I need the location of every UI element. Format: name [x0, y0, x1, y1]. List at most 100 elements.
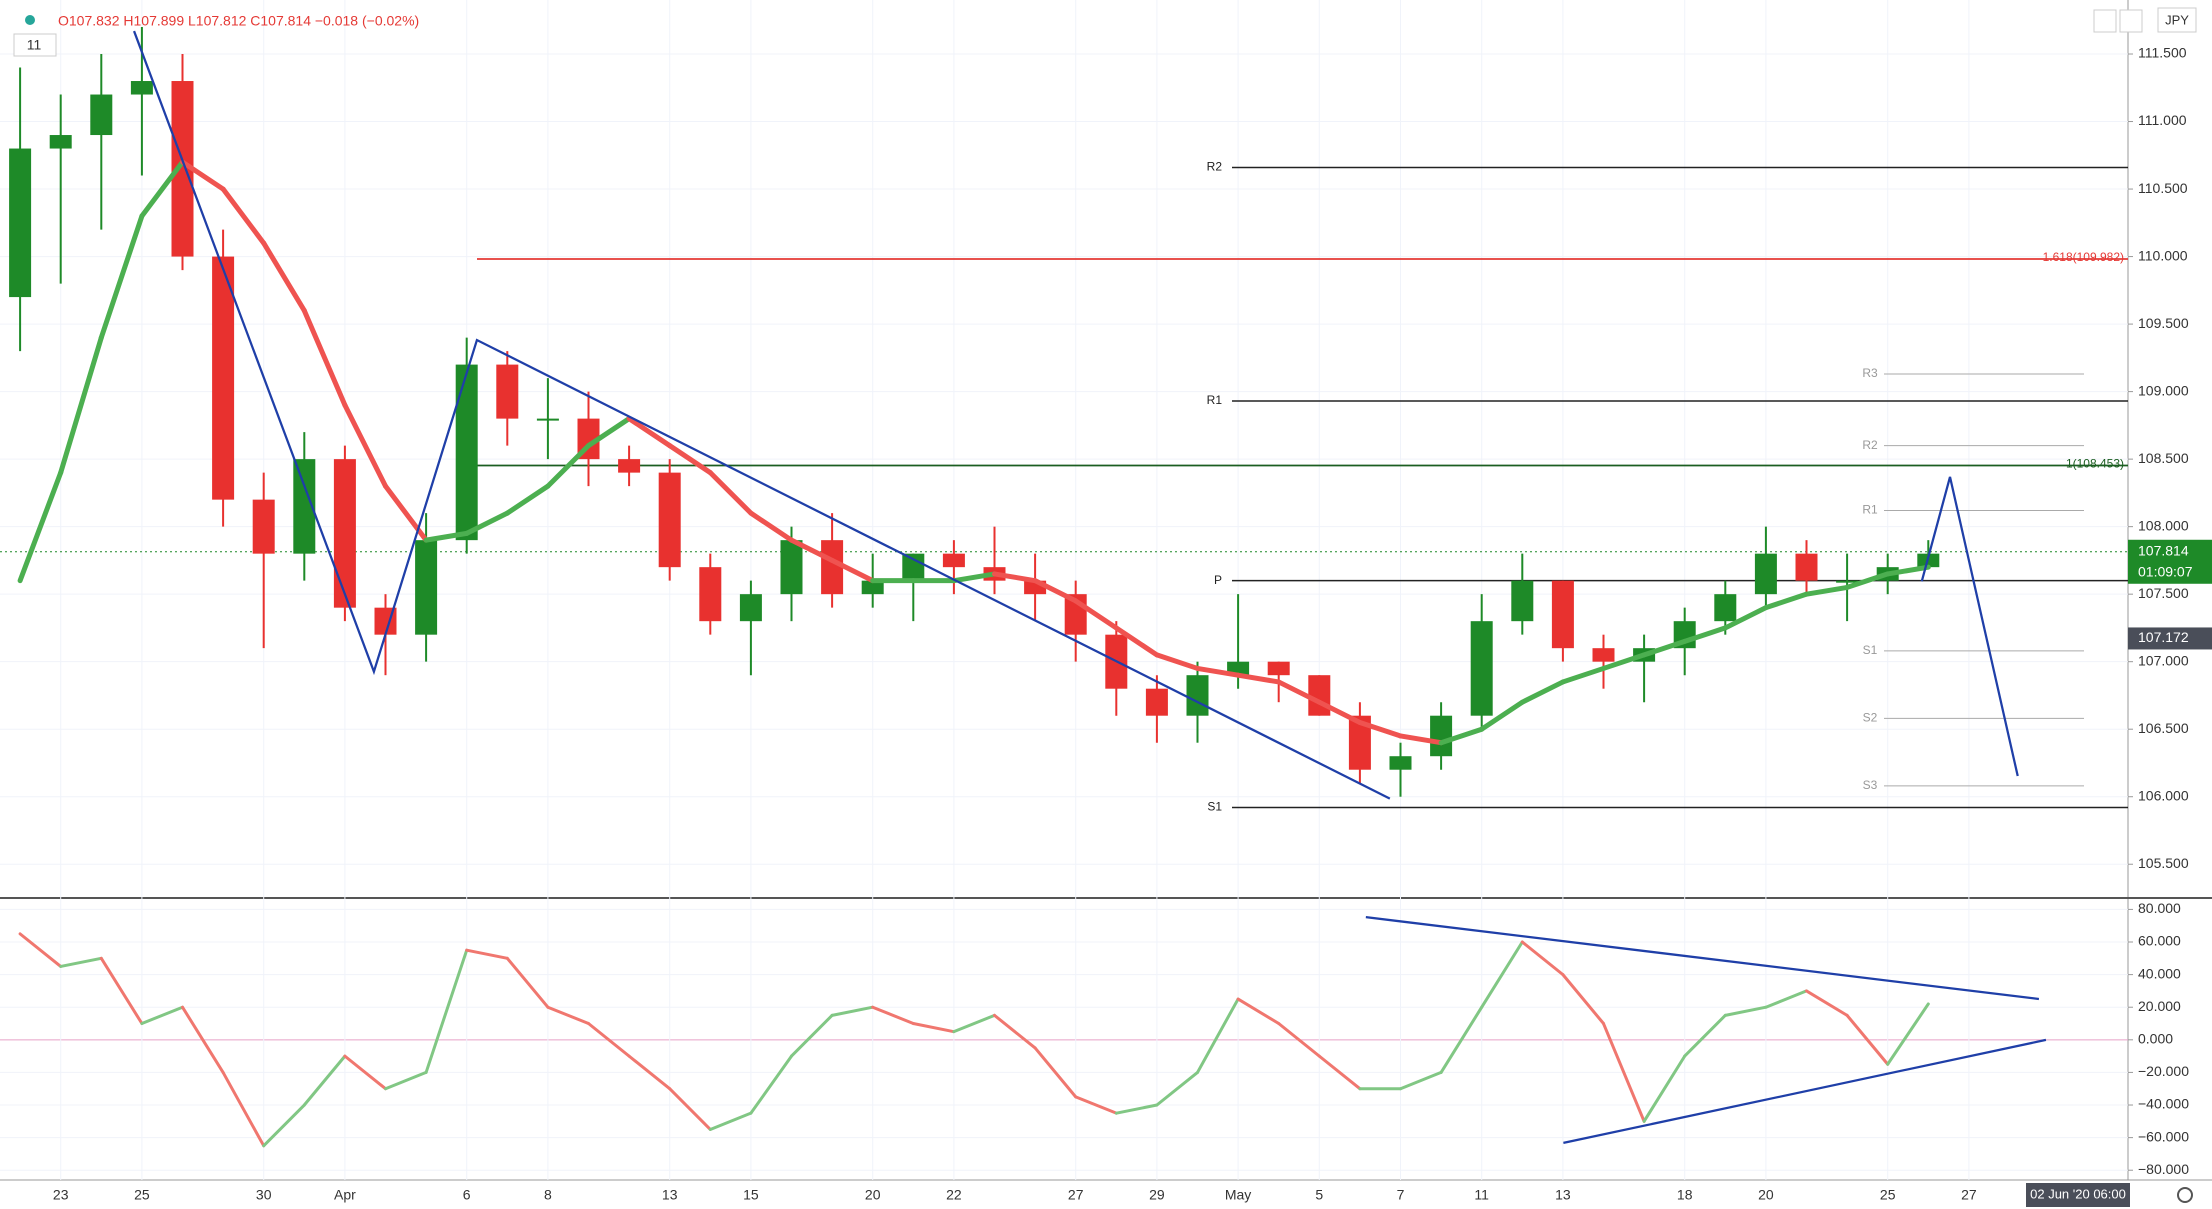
oscillator-line	[587, 1022, 631, 1058]
x-tick-label: 15	[743, 1187, 759, 1203]
last-price-label: 107.814	[2138, 542, 2189, 558]
settings-icon[interactable]	[2177, 1187, 2193, 1203]
x-tick-label: May	[1225, 1187, 1251, 1203]
x-tick-label: 13	[662, 1187, 678, 1203]
axis: 105.500 106.000 106.500 107.000 107.500 108.0…	[53, 45, 2212, 1207]
moving-average	[626, 416, 673, 449]
candle-body	[212, 256, 235, 500]
candle-body	[1389, 756, 1412, 770]
x-tick-label: 29	[1149, 1187, 1165, 1203]
x-tick-label: 7	[1397, 1187, 1405, 1203]
candle-body	[333, 459, 356, 608]
currency: JPY	[2165, 12, 2189, 27]
interval[interactable]: 11	[27, 37, 42, 53]
moving-average	[1195, 665, 1241, 678]
candle-body	[1145, 688, 1168, 716]
moving-average	[1438, 726, 1485, 746]
pivot-label: R3	[1862, 366, 1878, 380]
oscillator-line	[1764, 989, 1808, 1009]
candle-body	[658, 472, 681, 568]
candle-body	[821, 540, 844, 595]
interval-box[interactable]	[13, 33, 57, 57]
candle-body	[49, 135, 72, 149]
oscillator-line	[465, 948, 509, 960]
levels: R2 R1 P S1 R3 R2 R1 S1 S2 S3 1.618(109.982) 1(108.4…	[0, 160, 2128, 814]
candle-body	[618, 459, 641, 473]
candle-body	[536, 418, 559, 421]
scroll-button[interactable]	[2093, 9, 2117, 33]
candle-body	[171, 81, 194, 257]
moving-average	[992, 571, 1038, 584]
moving-average	[1357, 719, 1403, 739]
moving-average	[1844, 571, 1891, 590]
candle-body	[1795, 553, 1818, 581]
y-tick-label: 110.500	[2138, 180, 2188, 196]
candle-body	[1470, 621, 1493, 716]
oscillator-line	[1439, 1005, 1484, 1074]
candle-body	[1551, 580, 1574, 649]
oscillator-line	[1317, 1054, 1362, 1091]
moving-average	[58, 335, 104, 476]
oscillator-line	[993, 1013, 1037, 1050]
x-tick-label: 22	[946, 1187, 962, 1203]
moving-average	[98, 213, 145, 341]
y-tick-label: 0.000	[2138, 1031, 2173, 1047]
moving-average	[423, 530, 470, 543]
moving-average	[261, 240, 307, 314]
oscillator-line	[384, 1070, 428, 1091]
moving-average	[139, 159, 185, 219]
oscillator-line	[1723, 1005, 1768, 1017]
x-tick-label: 27	[1068, 1187, 1084, 1203]
reset-button[interactable]	[2119, 9, 2143, 33]
candle-body	[699, 567, 722, 622]
oscillator-line	[1683, 1013, 1727, 1058]
candle-body	[902, 553, 925, 581]
x-tick-label: 13	[1555, 1187, 1571, 1203]
moving-average	[1235, 672, 1282, 685]
moving-average	[707, 470, 754, 516]
y-tick-label: −40.000	[2138, 1096, 2189, 1112]
moving-average	[1113, 625, 1160, 658]
moving-average	[829, 557, 876, 584]
candle-body	[90, 94, 113, 136]
y-tick-label: 60.000	[2138, 933, 2181, 949]
moving-average	[1722, 605, 1769, 631]
oscillator-line	[505, 956, 550, 1009]
oscillator-line	[1033, 1046, 1078, 1099]
trend-line	[132, 30, 1391, 800]
oscillator-line	[1480, 940, 1524, 1009]
oscillator-line	[1520, 940, 1565, 977]
y-tick-label: 105.500	[2138, 855, 2189, 871]
currency-box[interactable]	[2157, 7, 2197, 33]
moving-average	[789, 537, 835, 563]
candle-body	[496, 364, 519, 419]
oscillator-line	[1886, 1002, 1930, 1066]
oscillator-line	[668, 1087, 712, 1131]
y-tick-label: 110.000	[2138, 247, 2188, 263]
grid	[0, 0, 2128, 1180]
x-tick-label: 20	[1758, 1187, 1774, 1203]
moving-average	[951, 571, 997, 584]
moving-average	[383, 483, 429, 543]
y-tick-label: 80.000	[2138, 900, 2181, 916]
oscillator-line	[830, 1005, 875, 1017]
fib-label: 1(108.453)	[2066, 457, 2124, 471]
y-tick-label: 108.500	[2138, 450, 2189, 466]
candle-body	[455, 364, 478, 541]
candle-body	[739, 594, 762, 622]
oscillator-line	[1399, 1070, 1443, 1091]
cursor-time-label: 02 Jun '20 06:00	[2030, 1186, 2126, 1201]
y-tick-label: 108.000	[2138, 517, 2189, 533]
candle-body	[1511, 580, 1534, 622]
status-dot	[25, 15, 35, 25]
oscillator-line	[221, 1070, 266, 1148]
candle-body	[293, 459, 316, 554]
oscillator-line	[1642, 1054, 1687, 1123]
moving-average	[1154, 652, 1200, 671]
candle-body	[1430, 715, 1453, 757]
oscillator-line	[343, 1054, 387, 1091]
pivot-label: S2	[1863, 711, 1878, 725]
countdown: 01:09:07	[2138, 563, 2193, 579]
candle-body	[1267, 661, 1290, 676]
